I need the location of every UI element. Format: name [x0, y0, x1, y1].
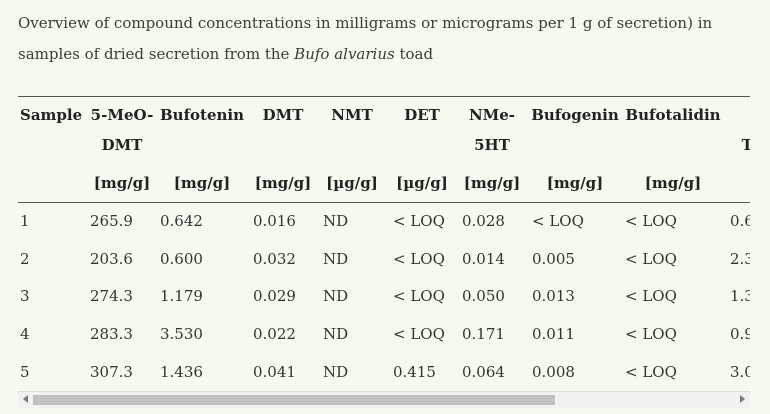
cell: ND	[323, 287, 349, 306]
cell: < LOQ	[532, 212, 584, 230]
cell: 0.415	[393, 362, 436, 381]
cell: 3	[20, 287, 30, 306]
cell: 307.3	[90, 362, 133, 381]
column-unit: [mg/g]	[644, 174, 702, 192]
column-header: DMT	[101, 136, 143, 154]
cell: ND	[323, 325, 349, 344]
cell: < LOQ	[625, 287, 677, 306]
cell: 0.064	[462, 362, 505, 381]
cell: 1	[20, 212, 30, 230]
cell: < LOQ	[625, 362, 677, 381]
cell: 274.3	[90, 287, 133, 306]
cell: 265.9	[90, 212, 133, 230]
scroll-right[interactable]	[740, 395, 745, 403]
cell: 0.171	[462, 325, 505, 344]
column-header: 5-MeO-	[90, 106, 154, 124]
cell: 1.3	[730, 287, 750, 306]
cell: 0.014	[462, 249, 505, 268]
cell: 2.3	[730, 249, 750, 268]
column-header: NMe-	[468, 106, 516, 124]
column-unit: [µg/g]	[326, 174, 378, 192]
cell: < LOQ	[625, 325, 677, 344]
column-header: Bufotenin	[159, 106, 245, 124]
column-unit: [µg/g]	[396, 174, 448, 192]
cell: 3.0	[730, 362, 750, 381]
cell: 0.600	[160, 249, 203, 268]
caption-text: Overview of compound concentrations in m…	[18, 14, 713, 63]
cell: < LOQ	[393, 249, 445, 268]
cell: 0.022	[253, 325, 296, 344]
cell: ND	[323, 212, 349, 230]
column-unit: [mg/g]	[173, 174, 231, 192]
column-header: Try	[742, 136, 750, 154]
cell: < LOQ	[393, 325, 445, 344]
cell: < LOQ	[625, 249, 677, 268]
cell: 0.041	[253, 362, 296, 381]
cell: 1.179	[160, 287, 203, 306]
cell: 0.016	[253, 212, 296, 230]
caption: Overview of compound concentrations in m…	[18, 8, 758, 70]
column-header: NMT	[331, 106, 373, 124]
cell: 3.530	[160, 325, 203, 344]
cell: < LOQ	[625, 212, 677, 230]
scroll-thumb[interactable]	[33, 395, 555, 405]
table: Sample 5-MeO- DMT [mg/g] Bufotenin [mg/g] DMT […	[18, 96, 750, 392]
cell: < LOQ	[393, 287, 445, 306]
cell: 0.6	[730, 212, 750, 230]
column-header: DMT	[262, 106, 304, 124]
cell: 0.013	[532, 287, 575, 306]
cell: 0.029	[253, 287, 296, 306]
column-unit: [mg/g]	[546, 174, 604, 192]
column-header: Sample	[20, 106, 83, 124]
cell: 2	[20, 249, 30, 268]
cell: 0.032	[253, 249, 296, 268]
cell: 203.6	[90, 249, 133, 268]
column-header: DET	[404, 106, 440, 124]
cell: 4	[20, 325, 30, 344]
column-header: Bufotalidin	[625, 106, 721, 124]
cell: 283.3	[90, 325, 133, 344]
cell: 0.050	[462, 287, 505, 306]
cell: 0.005	[532, 249, 575, 268]
scroll-left[interactable]	[23, 395, 28, 403]
cell: 0.9	[730, 325, 750, 344]
cell: ND	[323, 362, 349, 381]
caption-italic: Bufo alvarius	[294, 45, 395, 63]
column-unit: [mg/g]	[93, 174, 151, 192]
column-header: 5HT	[474, 136, 510, 154]
cell: ND	[323, 249, 349, 268]
caption-text: toad	[394, 45, 434, 63]
scrollbar[interactable]	[18, 391, 750, 408]
cell: 1.436	[160, 362, 203, 381]
column-unit: [mg/g]	[254, 174, 312, 192]
cell: 0.642	[160, 212, 203, 230]
header-rule	[18, 202, 750, 203]
cell: 0.011	[532, 325, 575, 344]
column-unit: [mg/g]	[463, 174, 521, 192]
cell: < LOQ	[393, 212, 445, 230]
cell: 0.008	[532, 362, 575, 381]
column-header: Bufogenin	[531, 106, 619, 124]
cell: 0.028	[462, 212, 505, 230]
cell: 5	[20, 362, 30, 381]
